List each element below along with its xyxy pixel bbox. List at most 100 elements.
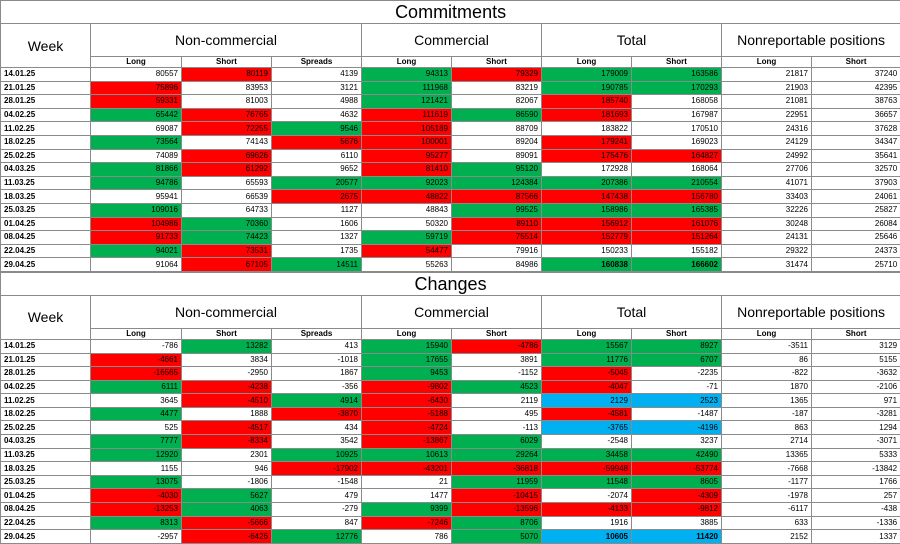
value-cell: 9453 bbox=[362, 367, 452, 381]
value-cell: 5333 bbox=[812, 448, 900, 462]
value-cell: -4517 bbox=[182, 421, 272, 435]
value-cell: 37628 bbox=[812, 122, 900, 136]
value-cell: 4523 bbox=[452, 380, 542, 394]
value-cell: 633 bbox=[722, 516, 812, 530]
value-cell: -17902 bbox=[272, 462, 362, 476]
value-cell: 111619 bbox=[362, 108, 452, 122]
value-cell: 847 bbox=[272, 516, 362, 530]
value-cell: 3885 bbox=[632, 516, 722, 530]
value-cell: 210554 bbox=[632, 176, 722, 190]
value-cell: 17655 bbox=[362, 353, 452, 367]
value-cell: 3237 bbox=[632, 435, 722, 449]
value-cell: 1294 bbox=[812, 421, 900, 435]
group-header: Nonreportable positions bbox=[722, 24, 900, 57]
value-cell: 168064 bbox=[632, 163, 722, 177]
value-cell: -2950 bbox=[182, 367, 272, 381]
value-cell: -3281 bbox=[812, 407, 900, 421]
value-cell: 32570 bbox=[812, 163, 900, 177]
value-cell: 3645 bbox=[91, 394, 182, 408]
value-cell: -356 bbox=[272, 380, 362, 394]
value-cell: 5070 bbox=[452, 530, 542, 544]
value-cell: 109016 bbox=[91, 203, 182, 217]
week-cell: 11.02.25 bbox=[1, 394, 91, 408]
value-cell: -1152 bbox=[452, 367, 542, 381]
value-cell: 15940 bbox=[362, 339, 452, 353]
value-cell: 175476 bbox=[542, 149, 632, 163]
value-cell: 72255 bbox=[182, 122, 272, 136]
value-cell: -4661 bbox=[91, 353, 182, 367]
value-cell: 10605 bbox=[542, 530, 632, 544]
value-cell: 170293 bbox=[632, 81, 722, 95]
value-cell: 155182 bbox=[632, 244, 722, 258]
value-cell: 6707 bbox=[632, 353, 722, 367]
value-cell: 67105 bbox=[182, 258, 272, 272]
value-cell: 66539 bbox=[182, 190, 272, 204]
value-cell: 55263 bbox=[362, 258, 452, 272]
value-cell: -7668 bbox=[722, 462, 812, 476]
value-cell: 11548 bbox=[542, 475, 632, 489]
value-cell: 86590 bbox=[452, 108, 542, 122]
week-cell: 25.03.25 bbox=[1, 475, 91, 489]
value-cell: 33403 bbox=[722, 190, 812, 204]
value-cell: -9802 bbox=[362, 380, 452, 394]
value-cell: 3129 bbox=[812, 339, 900, 353]
value-cell: 73564 bbox=[91, 135, 182, 149]
value-cell: -822 bbox=[722, 367, 812, 381]
value-cell: 92023 bbox=[362, 176, 452, 190]
value-cell: 6111 bbox=[91, 380, 182, 394]
value-cell: 1867 bbox=[272, 367, 362, 381]
value-cell: 87566 bbox=[452, 190, 542, 204]
column-header: Short bbox=[182, 57, 272, 68]
value-cell: 21903 bbox=[722, 81, 812, 95]
value-cell: 111968 bbox=[362, 81, 452, 95]
week-cell: 04.02.25 bbox=[1, 380, 91, 394]
value-cell: 89204 bbox=[452, 135, 542, 149]
value-cell: 413 bbox=[272, 339, 362, 353]
value-cell: 3542 bbox=[272, 435, 362, 449]
group-header: Nonreportable positions bbox=[722, 295, 900, 328]
value-cell: -1806 bbox=[182, 475, 272, 489]
value-cell: -3765 bbox=[542, 421, 632, 435]
value-cell: -5666 bbox=[182, 516, 272, 530]
value-cell: -2235 bbox=[632, 367, 722, 381]
value-cell: -1487 bbox=[632, 407, 722, 421]
value-cell: 32226 bbox=[722, 203, 812, 217]
week-cell: 21.01.25 bbox=[1, 81, 91, 95]
value-cell: -113 bbox=[452, 421, 542, 435]
value-cell: 13365 bbox=[722, 448, 812, 462]
value-cell: 38763 bbox=[812, 95, 900, 109]
value-cell: 2152 bbox=[722, 530, 812, 544]
value-cell: 10613 bbox=[362, 448, 452, 462]
value-cell: 104986 bbox=[91, 217, 182, 231]
value-cell: 24316 bbox=[722, 122, 812, 136]
value-cell: 147438 bbox=[542, 190, 632, 204]
value-cell: 30248 bbox=[722, 217, 812, 231]
column-header: Long bbox=[362, 328, 452, 339]
week-cell: 01.04.25 bbox=[1, 217, 91, 231]
column-header: Spreads bbox=[272, 328, 362, 339]
value-cell: 99525 bbox=[452, 203, 542, 217]
value-cell: 6029 bbox=[452, 435, 542, 449]
value-cell: 3891 bbox=[452, 353, 542, 367]
value-cell: 89110 bbox=[452, 217, 542, 231]
value-cell: 21 bbox=[362, 475, 452, 489]
value-cell: -4047 bbox=[542, 380, 632, 394]
value-cell: 65442 bbox=[91, 108, 182, 122]
value-cell: 15567 bbox=[542, 339, 632, 353]
value-cell: 24992 bbox=[722, 149, 812, 163]
week-cell: 18.02.25 bbox=[1, 135, 91, 149]
value-cell: -4030 bbox=[91, 489, 182, 503]
value-cell: 152779 bbox=[542, 231, 632, 245]
value-cell: 4988 bbox=[272, 95, 362, 109]
value-cell: 160838 bbox=[542, 258, 632, 272]
week-cell: 25.02.25 bbox=[1, 421, 91, 435]
value-cell: -4510 bbox=[182, 394, 272, 408]
